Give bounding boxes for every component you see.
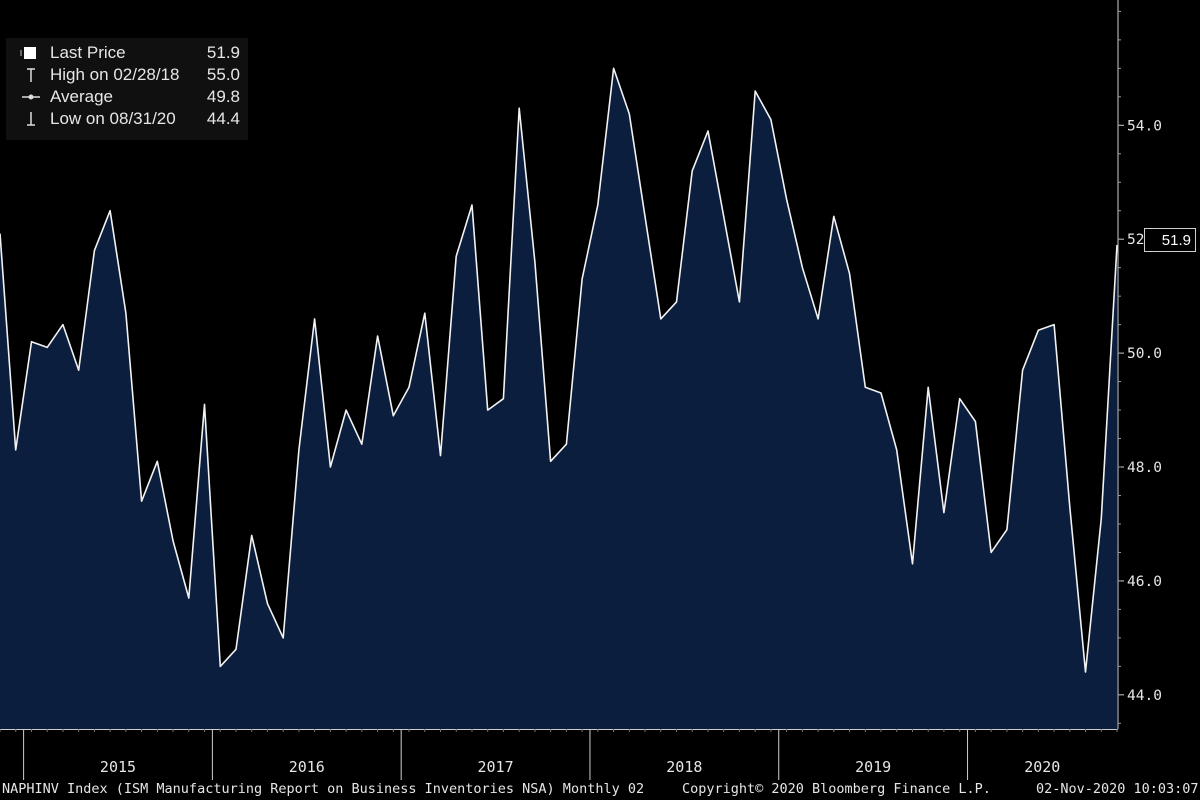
last-value-marker: 51.9	[1144, 228, 1196, 252]
legend-last-value: 51.9	[206, 43, 240, 62]
legend-high-label: High on 02/28/18	[50, 65, 180, 84]
axis-layer: 44.046.048.050.052.054.02015201620172018…	[0, 0, 1162, 780]
area-fill	[0, 68, 1117, 730]
y-tick-label: 50.0	[1127, 346, 1162, 362]
legend-average-label: Average	[50, 87, 114, 106]
legend-row-last: Last Price 51.9	[6, 42, 248, 64]
legend-high-value: 55.0	[206, 65, 240, 84]
area-layer	[0, 67, 1118, 730]
legend-average-value: 49.8	[206, 87, 240, 106]
footer-timestamp: 02-Nov-2020 10:03:07	[1036, 781, 1199, 797]
y-tick-label: 48.0	[1127, 460, 1162, 476]
legend-row-low: Low on 08/31/20 44.4	[6, 108, 248, 130]
legend-low-label: Low on 08/31/20	[50, 109, 176, 128]
x-tick-label: 2015	[100, 758, 136, 776]
legend-last-price-icon	[20, 47, 36, 59]
legend-row-average: Average 49.8	[6, 86, 248, 108]
x-tick-label: 2017	[478, 758, 514, 776]
x-tick-label: 2018	[666, 758, 702, 776]
legend-average-icon	[22, 94, 40, 100]
y-tick-label: 54.0	[1127, 118, 1162, 134]
series-line	[0, 67, 1118, 673]
y-tick-label: 46.0	[1127, 574, 1162, 590]
x-tick-label: 2019	[855, 758, 891, 776]
footer-ticker: NAPHINV Index (ISM Manufacturing Report …	[2, 781, 645, 797]
legend: Last Price 51.9 High on 02/28/18 55.0 Av…	[6, 38, 248, 140]
x-tick-label: 2016	[289, 758, 325, 776]
legend-high-icon	[27, 68, 35, 82]
chart-canvas: 44.046.048.050.052.054.02015201620172018…	[0, 0, 1162, 780]
legend-low-icon	[27, 112, 35, 126]
legend-low-value: 44.4	[206, 109, 240, 128]
legend-row-high: High on 02/28/18 55.0	[6, 64, 248, 86]
footer-copyright: Copyright© 2020 Bloomberg Finance L.P.	[682, 781, 991, 797]
x-tick-label: 2020	[1024, 758, 1060, 776]
y-tick-label: 44.0	[1127, 688, 1162, 704]
legend-last-label: Last Price	[50, 43, 126, 62]
